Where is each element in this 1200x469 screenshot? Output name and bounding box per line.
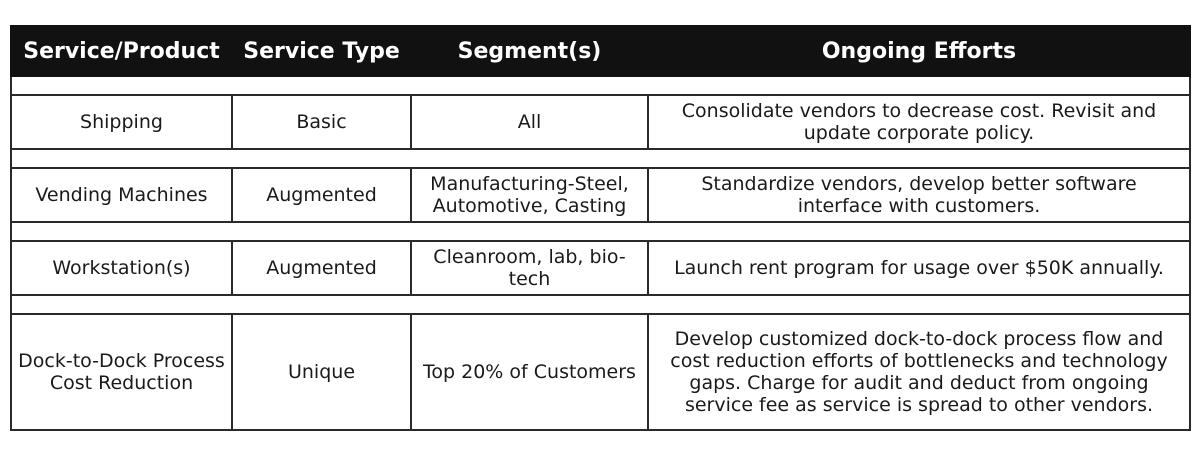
cell-segments: All xyxy=(410,94,649,150)
cell-product: Dock-to-Dock Process Cost Reduction xyxy=(10,313,233,431)
cell-product: Shipping xyxy=(10,94,233,150)
cell-segments: Top 20% of Customers xyxy=(410,313,649,431)
header-ongoing-efforts: Ongoing Efforts xyxy=(647,25,1191,77)
cell-type: Augmented xyxy=(231,240,412,296)
table-row: Workstation(s) Augmented Cleanroom, lab,… xyxy=(10,240,1191,296)
cell-segments: Manufacturing-Steel, Automotive, Casting xyxy=(410,167,649,223)
table-row: Shipping Basic All Consolidate vendors t… xyxy=(10,94,1191,150)
table-row: Dock-to-Dock Process Cost Reduction Uniq… xyxy=(10,313,1191,431)
spacer-row xyxy=(10,294,1191,315)
cell-efforts: Launch rent program for usage over $50K … xyxy=(647,240,1191,296)
cell-efforts: Standardize vendors, develop better soft… xyxy=(647,167,1191,223)
cell-type: Basic xyxy=(231,94,412,150)
header-segments: Segment(s) xyxy=(410,25,649,77)
header-row: Service/Product Service Type Segment(s) … xyxy=(10,25,1191,77)
table-row: Vending Machines Augmented Manufacturing… xyxy=(10,167,1191,223)
cell-product: Vending Machines xyxy=(10,167,233,223)
spacer-row xyxy=(10,75,1191,96)
cell-efforts: Consolidate vendors to decrease cost. Re… xyxy=(647,94,1191,150)
cell-type: Augmented xyxy=(231,167,412,223)
header-service-product: Service/Product xyxy=(10,25,233,77)
header-service-type: Service Type xyxy=(231,25,412,77)
spacer-row xyxy=(10,148,1191,169)
service-product-table: Service/Product Service Type Segment(s) … xyxy=(10,25,1191,431)
cell-type: Unique xyxy=(231,313,412,431)
cell-segments: Cleanroom, lab, bio- tech xyxy=(410,240,649,296)
cell-efforts: Develop customized dock-to-dock process … xyxy=(647,313,1191,431)
spacer-row xyxy=(10,221,1191,242)
cell-product: Workstation(s) xyxy=(10,240,233,296)
